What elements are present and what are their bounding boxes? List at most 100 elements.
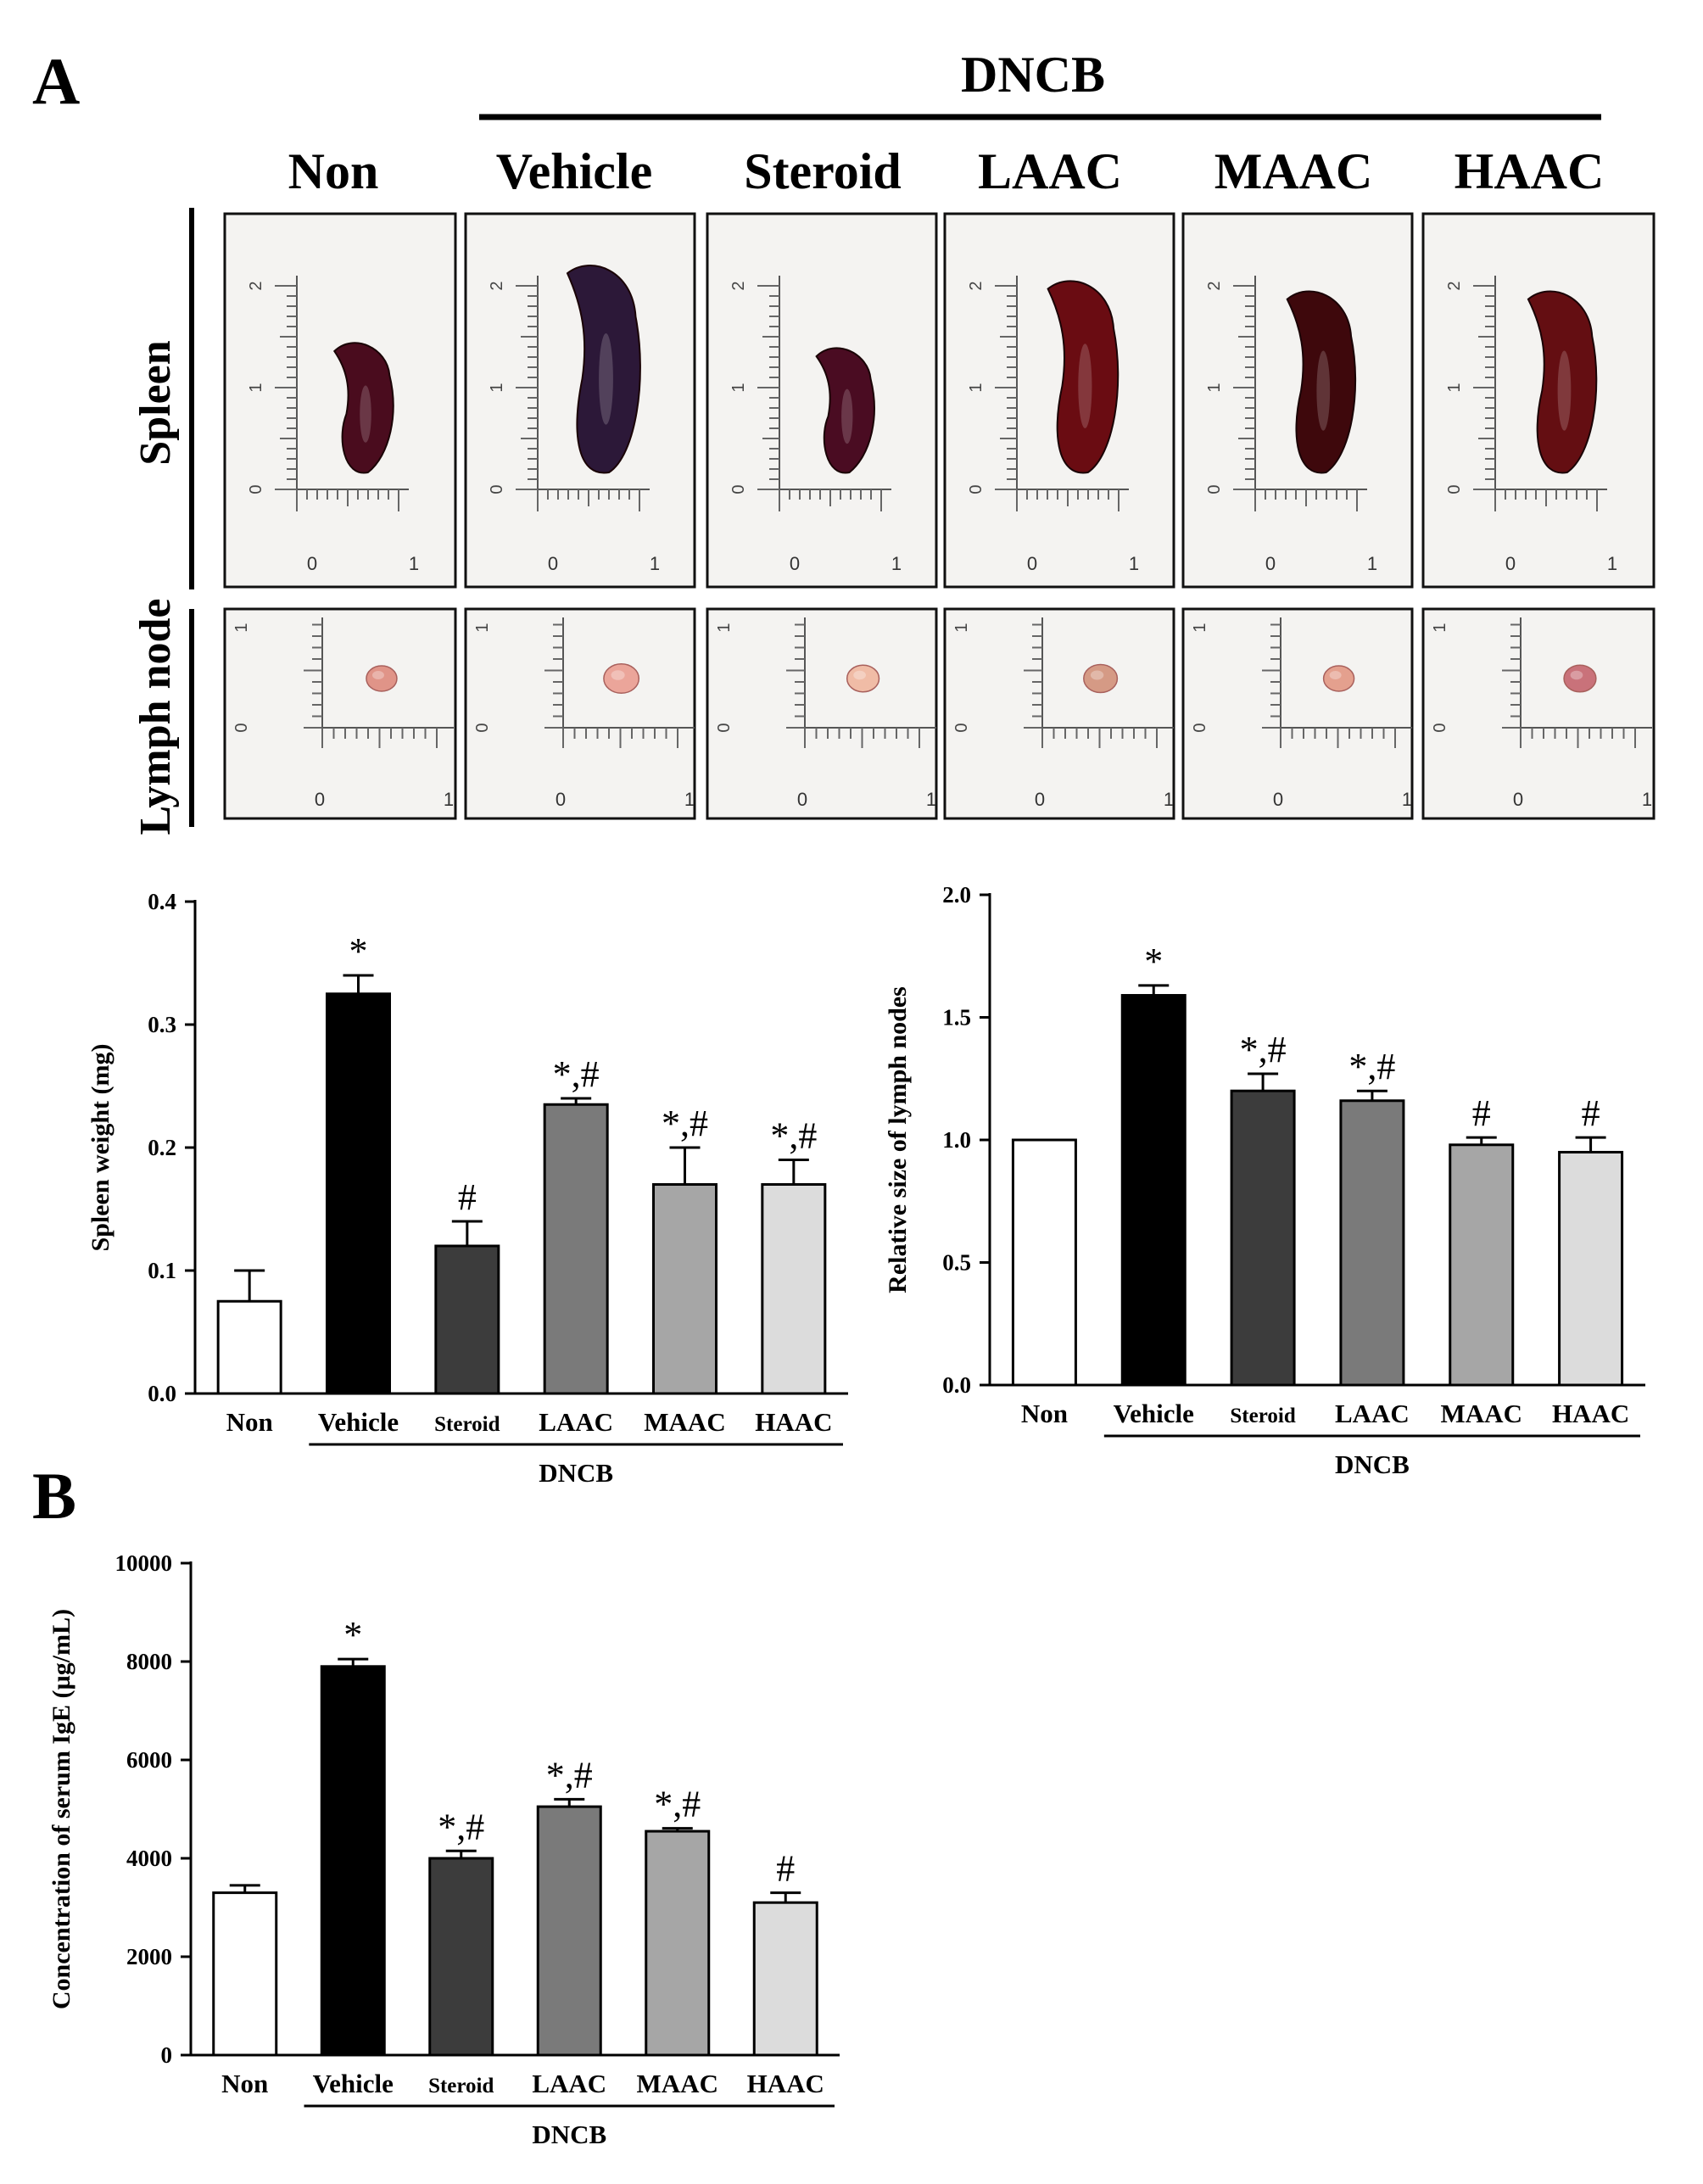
y-tick-label: 10000	[115, 1550, 173, 1576]
x-tick-label: MAAC	[1441, 1399, 1522, 1428]
ruler-label: 2	[247, 281, 265, 290]
spleen-organ	[1286, 290, 1357, 474]
spleen-weight-chart: 0.0 0.1 0.2 0.3 0.4 Spleen weight (mg) Non * Veh…	[87, 889, 848, 1488]
ruler-label: 0	[797, 789, 807, 810]
spleen-organ	[566, 265, 641, 474]
lymph-node-highlight	[611, 670, 625, 680]
spleen-photo-frame	[706, 212, 938, 589]
ruler-label: 1	[409, 553, 419, 574]
bar-haac	[761, 1183, 827, 1395]
ruler-label: 1	[952, 623, 971, 632]
lymph-node-highlight	[1570, 670, 1583, 680]
lymph-node-highlight	[1329, 671, 1342, 679]
ruler-label: 1	[1129, 553, 1139, 574]
lymph-ruler	[1024, 617, 1174, 748]
spleen-ruler	[516, 276, 650, 511]
significance-label: *,#	[654, 1784, 701, 1825]
ruler-label: 0	[790, 553, 800, 574]
lymph-row-label: Lymph node	[131, 599, 180, 835]
significance-label: #	[1582, 1092, 1600, 1134]
ruler-label: 0	[1205, 484, 1224, 494]
spleen-highlight	[1557, 350, 1572, 431]
spleen-organ	[1527, 290, 1598, 474]
y-tick-label: 0.5	[942, 1250, 971, 1276]
spleen-organ	[815, 347, 875, 474]
ruler-label: 0	[232, 723, 251, 732]
lymph-photo-frame	[223, 607, 457, 820]
group-header-maac: MAAC	[1214, 143, 1373, 199]
ruler-label: 0	[1027, 553, 1037, 574]
y-tick-label: 8000	[126, 1649, 172, 1674]
serum-ige-chart: 0 2000 4000 6000 8000 10000 Concentration of s…	[47, 1550, 840, 2149]
bar-vehicle	[320, 1665, 386, 2057]
lymph-node-organ	[1322, 665, 1355, 692]
ruler-label: 1	[247, 383, 265, 392]
spleen-organ	[1047, 280, 1120, 474]
significance-label: *,#	[546, 1754, 593, 1796]
spleen-photo-maac: 0 1 2 0 1	[1181, 212, 1414, 589]
bar-non	[1011, 1138, 1077, 1387]
ruler-label: 0	[1265, 553, 1276, 574]
spleen-photo-vehicle: 0 1 2 0 1	[464, 212, 696, 589]
ruler-label: 0	[307, 553, 317, 574]
lymph-ruler	[544, 617, 695, 748]
ruler-label: 1	[444, 789, 454, 810]
lymph-photo-vehicle: 0 1 0 1	[464, 607, 696, 820]
y-tick-label: 2.0	[942, 882, 971, 908]
ruler-label: 0	[967, 484, 986, 494]
spleen-photo-frame	[223, 212, 457, 589]
y-tick-label: 6000	[126, 1747, 172, 1773]
bar-maac	[645, 1829, 711, 2057]
significance-label: *,#	[553, 1053, 600, 1095]
x-tick-label: Steroid	[434, 1413, 500, 1436]
x-tick-label: Non	[1021, 1399, 1068, 1428]
significance-label: *,#	[1240, 1029, 1287, 1070]
y-tick-label: 0.4	[148, 889, 176, 914]
lymph-node-organ	[603, 663, 640, 694]
group-headers: Non Vehicle Steroid LAAC MAAC HAAC	[288, 143, 1605, 199]
bar-laac	[536, 1805, 602, 2057]
lymph-node-size-chart: 0.0 0.5 1.0 1.5 2.0 Relative size of lymph no…	[884, 882, 1645, 1479]
x-tick-label: HAAC	[747, 2069, 824, 2098]
ruler-label: 1	[1367, 553, 1377, 574]
panel-a-label: A	[32, 44, 80, 118]
spleen-photo-haac: 0 1 2 0 1	[1421, 212, 1656, 589]
lymph-photo-steroid: 0 1 0 1	[706, 607, 938, 820]
y-tick-label: 2000	[126, 1944, 172, 1969]
group-header-laac: LAAC	[978, 143, 1122, 199]
bar-steroid	[1230, 1089, 1296, 1387]
x-tick-label: HAAC	[755, 1407, 832, 1437]
x-tick-label: Non	[226, 1407, 273, 1437]
ruler-label: 2	[1445, 281, 1464, 290]
ruler-label: 0	[315, 789, 325, 810]
bar-non	[212, 1891, 278, 2057]
bar-laac	[1339, 1099, 1405, 1387]
ruler-label: 1	[729, 383, 748, 392]
ruler-label: 0	[1513, 789, 1523, 810]
ruler-label: 1	[232, 623, 251, 632]
y-tick-label: 0.3	[148, 1012, 176, 1037]
significance-label: *,#	[770, 1115, 817, 1157]
ruler-label: 0	[473, 723, 492, 732]
lymph-photo-frame	[464, 607, 696, 820]
spleen-ruler	[995, 276, 1129, 511]
significance-label: #	[1472, 1092, 1491, 1134]
lymph-node-organ	[366, 665, 398, 692]
bar-non	[216, 1299, 282, 1395]
x-tick-label: Vehicle	[1114, 1399, 1194, 1428]
spleen-ruler	[275, 276, 409, 511]
spleen-highlight	[599, 332, 613, 425]
significance-label: #	[458, 1176, 477, 1218]
y-axis-label: Concentration of serum IgE (µg/mL)	[47, 1609, 75, 2009]
lymph-node-highlight	[1090, 670, 1104, 680]
spleen-row-label: Spleen	[131, 340, 180, 465]
x-axis-label: DNCB	[1335, 1449, 1410, 1479]
spleen-ruler	[757, 276, 891, 511]
significance-label: *	[1144, 941, 1163, 982]
significance-label: *,#	[438, 1806, 484, 1847]
lymph-photo-maac: 0 1 0 1	[1181, 607, 1414, 820]
ruler-label: 1	[473, 623, 492, 632]
y-tick-label: 4000	[126, 1846, 172, 1871]
